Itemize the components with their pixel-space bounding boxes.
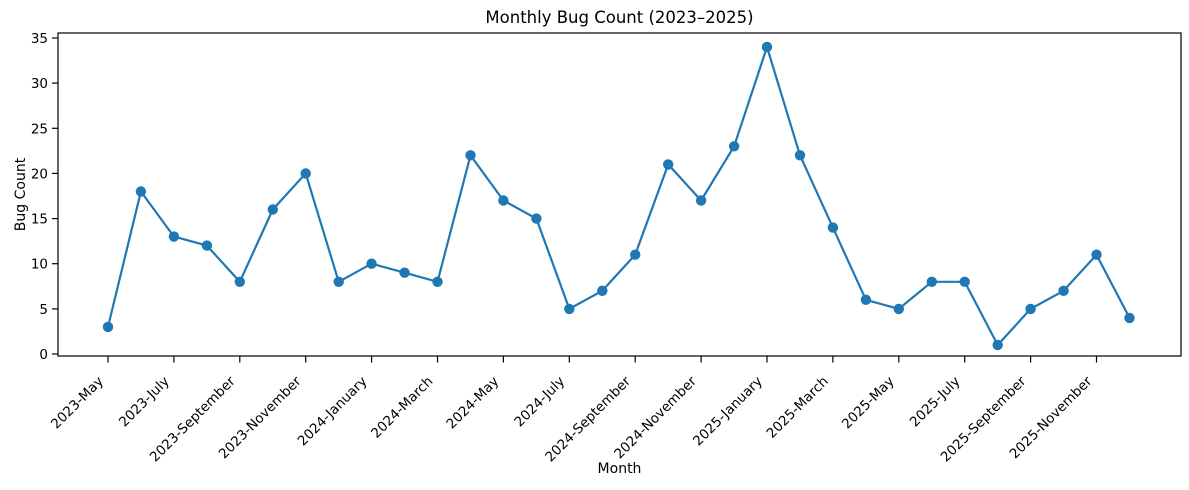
x-tick-label: 2023-May <box>48 374 107 433</box>
x-tick-label: 2024-March <box>368 374 436 442</box>
x-tick-label: 2025-July <box>907 374 964 431</box>
data-point <box>234 276 245 287</box>
data-point <box>333 276 344 287</box>
data-point <box>531 213 542 224</box>
data-point <box>135 186 147 197</box>
x-tick-label: 2023-July <box>116 374 173 431</box>
data-point <box>300 168 311 179</box>
axes-spines <box>57 32 1182 357</box>
data-point <box>926 276 937 287</box>
y-tick-label: 5 <box>39 302 48 318</box>
data-point <box>860 294 872 305</box>
data-point <box>1124 312 1135 324</box>
y-tick-label: 20 <box>31 166 48 182</box>
data-point <box>168 231 180 242</box>
y-tick-label: 10 <box>31 257 48 273</box>
data-point <box>728 141 740 152</box>
data-point <box>663 159 674 170</box>
data-point <box>102 321 114 333</box>
y-tick-label: 15 <box>31 212 48 228</box>
data-point <box>893 303 904 315</box>
x-tick-label: 2025-May <box>839 374 898 433</box>
data-point <box>959 276 970 287</box>
data-point <box>498 195 509 206</box>
data-point <box>465 150 476 161</box>
x-axis-ticks: 2023-May 2023-July2023-September2023-Nove… <box>48 356 1098 465</box>
x-tick-label: 2024-May <box>443 374 502 433</box>
series-group <box>102 41 1135 351</box>
data-point <box>827 222 839 233</box>
series-line <box>106 45 1131 347</box>
data-point <box>564 303 575 315</box>
y-tick-label: 0 <box>39 347 48 363</box>
x-axis-label: Month <box>598 461 642 477</box>
data-point <box>267 204 278 215</box>
x-tick-label: 2024-July <box>511 374 568 431</box>
x-tick-label: 2025-January <box>690 374 766 450</box>
data-point <box>794 150 806 161</box>
chart-title: Monthly Bug Count (2023–2025) <box>485 8 753 27</box>
data-point <box>432 276 443 287</box>
data-point <box>597 285 608 296</box>
y-tick-label: 25 <box>31 121 48 137</box>
y-axis-ticks: 0 5 10 15 20 25 30 35 <box>31 31 58 363</box>
data-point <box>201 240 213 251</box>
y-tick-label: 30 <box>31 76 48 92</box>
x-tick-label: 2025-March <box>764 374 832 442</box>
data-point <box>1058 285 1069 296</box>
data-point <box>992 339 1003 351</box>
plot-area <box>58 33 1181 356</box>
y-axis-label: Bug Count <box>13 157 29 231</box>
x-tick-label: 2024-January <box>295 374 371 450</box>
data-point <box>1091 249 1102 260</box>
data-point <box>399 267 410 278</box>
y-tick-label: 35 <box>31 31 48 47</box>
data-point <box>695 195 707 206</box>
data-point <box>366 258 377 269</box>
data-point <box>761 41 773 53</box>
data-point <box>1025 303 1036 315</box>
data-point <box>630 249 641 260</box>
